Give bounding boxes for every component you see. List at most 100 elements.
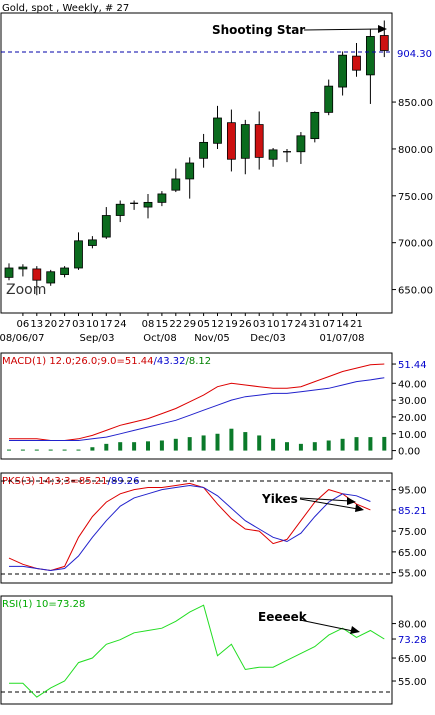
macd-histogram-bar <box>340 438 345 451</box>
candle-body-down <box>379 35 389 51</box>
candle <box>199 133 209 168</box>
y-tick-label: 10.00 <box>398 430 427 441</box>
candle-body-up <box>143 201 153 208</box>
candle <box>101 207 111 239</box>
macd-histogram-bar <box>159 440 164 451</box>
rsi-panel-frame <box>0 595 393 705</box>
zoom-label[interactable]: Zoom <box>6 282 46 298</box>
candle-body-up <box>268 149 278 160</box>
macd-histogram-bar <box>90 447 95 451</box>
macd-histogram-bar <box>20 449 25 451</box>
week-tick-label: 24 <box>114 319 127 330</box>
eeeeek-arrow-line <box>299 619 354 632</box>
macd-title-hist: /8.12 <box>186 356 212 367</box>
price-y-tick-label: 650.00 <box>398 286 433 297</box>
series-line-1 <box>9 377 385 441</box>
week-tick-label: 10 <box>267 319 280 330</box>
candle-body-up <box>213 117 222 144</box>
macd-histogram-bar <box>326 440 331 451</box>
week-tick-label: 05 <box>197 319 210 330</box>
current-price-box <box>393 46 434 60</box>
candle <box>352 43 361 77</box>
candle-body-up <box>338 54 348 88</box>
date-tick-label: Sep/03 <box>80 333 115 344</box>
y-tick-label: 20.00 <box>398 413 427 424</box>
macd-histogram-bar <box>62 449 67 451</box>
candle-body-up <box>46 271 56 284</box>
price-x-axis: 06 13 20 27 03 10 17 24 08 15 22 29 05 12 19 26 03 10 17 24… <box>0 313 364 344</box>
price-y-tick-label: 700.00 <box>398 239 433 250</box>
price-y-axis: 650.00 700.00 750.00 800.00 850.00 <box>392 98 433 297</box>
candle <box>143 193 153 219</box>
candle-body-down <box>226 122 236 160</box>
series-line-1 <box>9 484 371 572</box>
candle-body-up <box>185 162 195 180</box>
macd-histogram-bar <box>132 442 137 451</box>
week-tick-label: 06 <box>17 319 30 330</box>
macd-histogram-bar <box>146 441 150 451</box>
macd-histogram-bar <box>104 443 109 451</box>
candle <box>115 200 125 223</box>
week-tick-label: 26 <box>239 319 252 330</box>
macd-histogram-bar <box>76 449 81 451</box>
macd-histogram-bar <box>118 442 123 451</box>
candle <box>310 111 320 143</box>
series-line-0 <box>8 482 371 572</box>
price-candles <box>4 20 389 296</box>
candle <box>74 232 83 270</box>
candle <box>32 266 42 296</box>
candle <box>157 191 167 207</box>
candle-body-up <box>365 36 375 76</box>
shooting-star-annotation: Shooting Star <box>212 23 305 37</box>
candle <box>60 266 69 278</box>
candle-body-up <box>74 240 83 269</box>
yikes-arrow-1-head <box>347 497 356 505</box>
pks-y-axis: 55.00 65.00 75.00 85.21 95.00 <box>392 486 427 580</box>
week-tick-label: 31 <box>308 319 321 330</box>
macd-y-axis: 0.00 10.00 20.00 30.00 40.00 51.44 <box>392 360 427 458</box>
y-tick-label: 95.00 <box>398 486 427 497</box>
macd-histogram-bar <box>34 449 39 451</box>
y-tick-label: 55.00 <box>398 569 427 580</box>
y-tick-label: 0.00 <box>398 447 420 458</box>
macd-histogram-bar <box>285 442 289 451</box>
week-tick-label: 14 <box>336 319 349 330</box>
eeeeek-arrow-head <box>350 626 360 634</box>
series-line-0 <box>9 363 385 441</box>
macd-histogram-bar <box>354 437 359 451</box>
candle <box>18 264 28 277</box>
price-chart-title: Gold, spot , Weekly, # 27 <box>2 3 129 14</box>
macd-histogram-bar <box>48 449 53 451</box>
y-tick-label: 51.44 <box>398 360 427 371</box>
macd-histogram-bar <box>215 433 220 451</box>
yikes-annotation: Yikes <box>261 492 298 506</box>
series-line-0 <box>9 604 385 698</box>
yikes-arrow-1-line <box>299 497 351 502</box>
week-tick-label: 10 <box>86 319 99 330</box>
candle-body-up <box>296 135 306 153</box>
candle-body-up <box>88 239 97 246</box>
candle-body-up <box>171 178 181 191</box>
shooting-star-arrow-head <box>378 25 387 33</box>
macd-histogram-bar <box>7 449 11 451</box>
pks-title-main: PKS(3) 14;3;3=85.21 <box>2 476 107 487</box>
week-tick-label: 15 <box>156 319 169 330</box>
candle <box>338 51 348 96</box>
week-tick-label: 07 <box>322 319 335 330</box>
current-price-label: 904.30 <box>397 49 432 60</box>
y-tick-label: 75.00 <box>398 527 427 538</box>
candle <box>379 20 389 58</box>
macd-title: MACD(1) 12.0;26.0;9.0=51.44/43.32/8.12 <box>2 356 211 367</box>
macd-histogram-bar <box>187 437 192 451</box>
candle <box>296 132 306 164</box>
week-tick-label: 03 <box>72 319 85 330</box>
yikes-arrow-2-head <box>355 504 364 512</box>
macd-title-signal: /43.32 <box>154 356 186 367</box>
candle-body-up <box>324 85 334 113</box>
price-y-tick-label: 750.00 <box>398 192 433 203</box>
week-tick-label: 21 <box>350 319 363 330</box>
week-tick-label: 17 <box>281 319 294 330</box>
y-tick-label: 73.28 <box>398 635 427 646</box>
candle-body-up <box>240 124 250 159</box>
week-tick-label: 12 <box>211 319 224 330</box>
